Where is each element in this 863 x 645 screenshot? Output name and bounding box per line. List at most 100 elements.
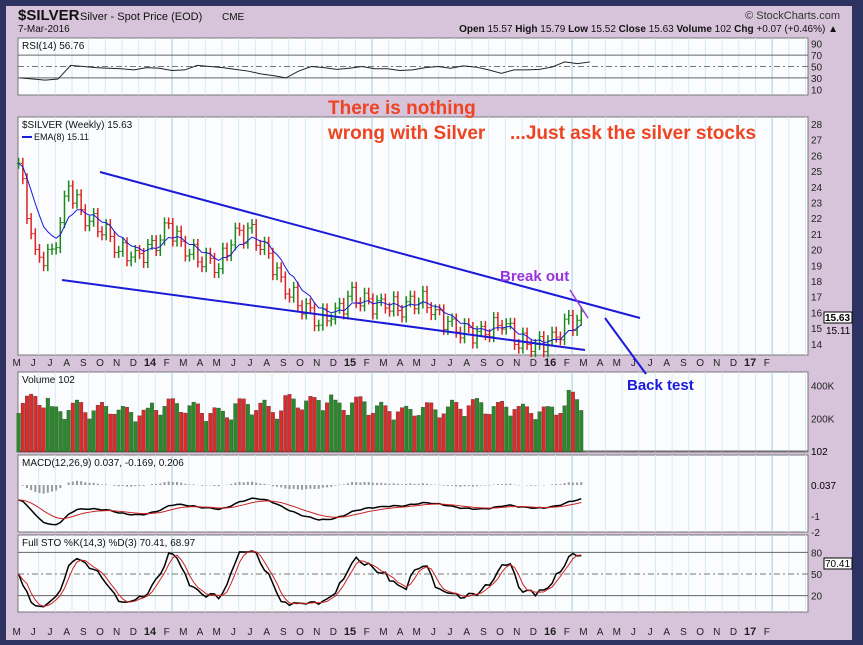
price-tick: 26 bbox=[811, 151, 823, 162]
rsi-tick: 10 bbox=[811, 85, 823, 96]
month-tick: M bbox=[413, 358, 421, 369]
volume-bar bbox=[229, 419, 234, 453]
close-label-box bbox=[823, 311, 853, 324]
month-tick: A bbox=[263, 627, 270, 638]
volume-bar bbox=[50, 406, 54, 453]
price-tick: 19 bbox=[811, 261, 823, 272]
volume-bar bbox=[358, 396, 363, 453]
month-tick: J bbox=[631, 627, 636, 638]
volume-bar bbox=[33, 396, 38, 453]
volume-bar bbox=[266, 405, 271, 453]
volume-bar bbox=[16, 413, 21, 453]
volume-bar bbox=[250, 414, 254, 453]
volume-bar bbox=[408, 409, 413, 453]
month-tick: F bbox=[364, 627, 370, 638]
price-tick: 23 bbox=[811, 199, 823, 210]
volume-bar bbox=[100, 402, 104, 453]
month-tick: N bbox=[113, 627, 120, 638]
month-tick: 15 bbox=[344, 626, 356, 638]
volume-bar bbox=[500, 401, 505, 453]
month-tick: N bbox=[713, 358, 720, 369]
backtest-label: Back test bbox=[627, 377, 694, 394]
volume-bar bbox=[79, 402, 84, 453]
month-tick: F bbox=[164, 358, 170, 369]
volume-bar bbox=[362, 401, 367, 453]
rsi-line bbox=[19, 61, 591, 81]
rsi-tick: 70 bbox=[811, 51, 823, 62]
volume-bar bbox=[20, 402, 25, 453]
volume-bar bbox=[420, 407, 425, 453]
macd-tick: -2 bbox=[811, 528, 820, 539]
volume-bar bbox=[254, 410, 259, 453]
volume-bar bbox=[304, 400, 309, 453]
macd-label: 0.037 bbox=[811, 481, 836, 492]
month-tick: F bbox=[564, 358, 570, 369]
volume-bar bbox=[316, 399, 321, 453]
annotation-line1: There is nothing bbox=[328, 98, 476, 119]
month-tick: 14 bbox=[144, 357, 157, 369]
volume-bar bbox=[520, 403, 525, 453]
volume-bar bbox=[75, 399, 79, 453]
volume-bar bbox=[537, 411, 542, 453]
volume-label: Volume bbox=[677, 24, 713, 35]
month-tick: O bbox=[296, 627, 304, 638]
month-tick: A bbox=[197, 627, 204, 638]
volume-bar bbox=[208, 413, 213, 453]
month-tick: J bbox=[31, 627, 36, 638]
rsi-title: RSI(14) 56.76 bbox=[22, 41, 85, 52]
month-tick: J bbox=[631, 358, 636, 369]
volume-bar bbox=[479, 402, 484, 453]
volume-bar bbox=[354, 396, 359, 453]
month-tick: D bbox=[530, 358, 537, 369]
month-tick: J bbox=[248, 627, 253, 638]
volume-bar bbox=[300, 409, 304, 453]
volume-bar bbox=[525, 406, 530, 453]
low-value: 15.52 bbox=[591, 24, 616, 35]
volume-bar bbox=[550, 406, 555, 453]
month-tick: M bbox=[12, 358, 20, 369]
volume-bar bbox=[191, 401, 196, 453]
annotation-line2: wrong with Silver bbox=[327, 123, 486, 144]
price-tick: 25 bbox=[811, 167, 823, 178]
symbol: $SILVER bbox=[18, 7, 80, 24]
month-tick: M bbox=[579, 627, 587, 638]
volume-bar bbox=[91, 410, 96, 453]
month-tick: N bbox=[113, 358, 120, 369]
volume-bar bbox=[400, 407, 404, 453]
month-tick: D bbox=[330, 358, 337, 369]
ema-label: 15.11 bbox=[826, 326, 851, 337]
volume-bar bbox=[195, 403, 200, 453]
macd-title: MACD(12,26,9) 0.037, -0.169, 0.206 bbox=[22, 458, 184, 469]
month-tick: O bbox=[96, 627, 104, 638]
month-tick: J bbox=[448, 627, 453, 638]
breakout-label: Break out bbox=[500, 268, 569, 285]
month-tick: J bbox=[231, 358, 236, 369]
panel-frame-1 bbox=[17, 116, 809, 356]
month-tick: J bbox=[47, 358, 52, 369]
volume-bar bbox=[166, 398, 171, 453]
volume-bar bbox=[66, 410, 71, 453]
month-tick: N bbox=[313, 358, 320, 369]
volume-bar bbox=[204, 421, 209, 453]
month-tick: F bbox=[764, 627, 770, 638]
price-tick: 17 bbox=[811, 293, 823, 304]
volume-bar bbox=[562, 405, 567, 453]
month-tick: N bbox=[313, 627, 320, 638]
volume-bar bbox=[237, 398, 242, 453]
month-tick: A bbox=[463, 627, 470, 638]
volume-bar bbox=[262, 399, 267, 453]
price-tick: 14 bbox=[811, 340, 823, 351]
volume-bar bbox=[241, 398, 246, 453]
volume-bar bbox=[350, 402, 354, 453]
month-tick: M bbox=[579, 358, 587, 369]
month-tick: M bbox=[379, 627, 387, 638]
volume-bar bbox=[575, 399, 580, 453]
volume-bar bbox=[558, 413, 563, 453]
month-tick: M bbox=[179, 358, 187, 369]
volume-bar bbox=[125, 406, 129, 453]
volume-bar bbox=[450, 399, 455, 453]
month-tick: J bbox=[47, 627, 52, 638]
volume-bar bbox=[545, 406, 550, 453]
month-tick: S bbox=[480, 627, 487, 638]
